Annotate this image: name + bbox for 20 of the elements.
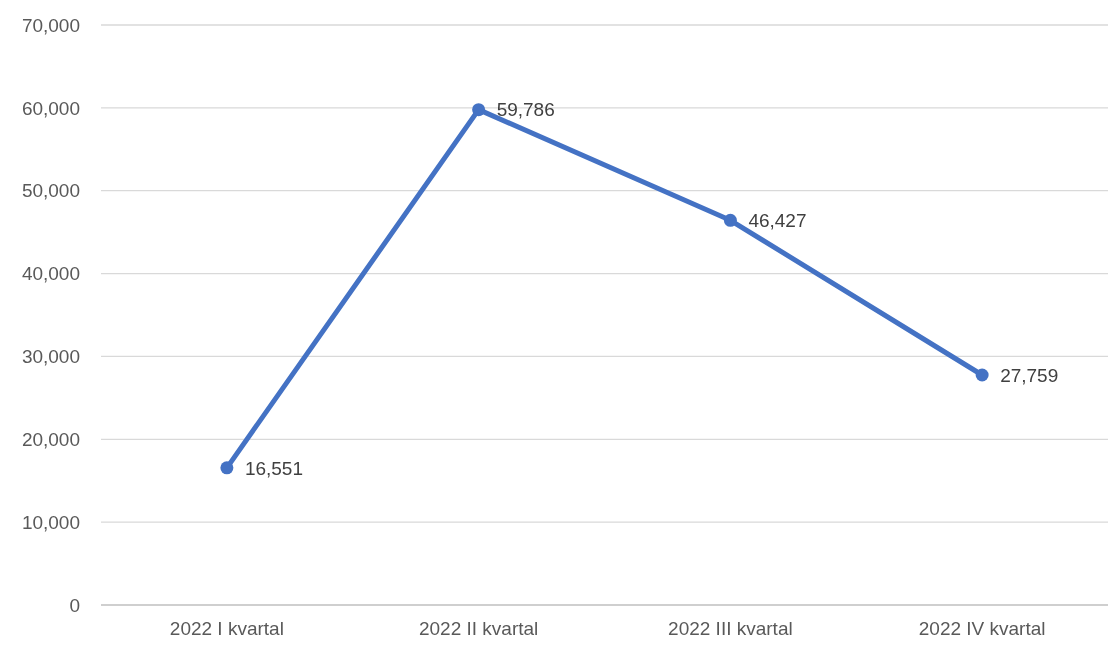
x-tick-label: 2022 I kvartal xyxy=(169,618,284,639)
point xyxy=(220,461,234,475)
data-label: 27,759 xyxy=(1000,364,1059,386)
point xyxy=(975,368,989,382)
data-label: 46,427 xyxy=(748,209,807,231)
point xyxy=(723,213,737,227)
x-tick-label: 2022 III kvartal xyxy=(668,618,793,639)
y-tick-label: 30,000 xyxy=(21,346,80,368)
y-tick-label: 60,000 xyxy=(21,97,80,119)
point xyxy=(472,103,486,117)
x-tick-label: 2022 IV kvartal xyxy=(918,618,1046,639)
data-label: 59,786 xyxy=(496,99,555,121)
y-tick-label: 70,000 xyxy=(21,14,80,36)
data-label: 16,551 xyxy=(244,457,303,479)
y-tick-label: 10,000 xyxy=(21,511,80,533)
y-tick-label: 0 xyxy=(69,594,80,616)
y-tick-label: 20,000 xyxy=(21,428,80,450)
y-tick-label: 50,000 xyxy=(21,180,80,202)
x-tick-label: 2022 II kvartal xyxy=(418,618,539,639)
y-tick-label: 40,000 xyxy=(21,263,80,285)
